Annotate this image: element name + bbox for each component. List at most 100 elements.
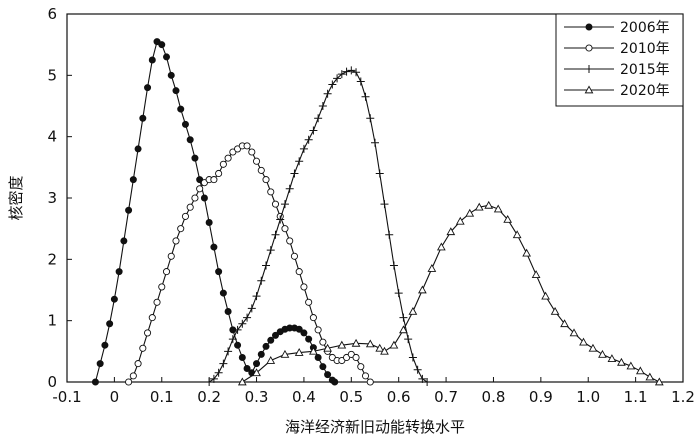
series-point xyxy=(266,246,275,255)
series-point xyxy=(134,145,142,153)
legend-item: 2006年 xyxy=(564,20,670,36)
series-point xyxy=(319,338,327,346)
series-point xyxy=(522,248,531,257)
series-point xyxy=(635,366,645,375)
series-point xyxy=(305,335,313,343)
series-point xyxy=(375,343,385,352)
series-point xyxy=(503,214,513,223)
series-point xyxy=(290,252,298,260)
series-point xyxy=(253,360,261,368)
series-point xyxy=(375,169,384,178)
series-point xyxy=(200,194,208,202)
series-point xyxy=(162,268,171,276)
series-point xyxy=(262,261,271,270)
series-point xyxy=(361,92,370,101)
series-point xyxy=(238,319,247,328)
series-point xyxy=(267,188,275,196)
series-point xyxy=(257,166,265,174)
series-point xyxy=(531,270,541,278)
y-tick-label: 3 xyxy=(47,189,57,207)
series-point xyxy=(219,160,227,168)
y-tick-label: 2 xyxy=(47,250,57,268)
series-point xyxy=(252,292,261,301)
series-point xyxy=(347,66,356,75)
series-point xyxy=(224,307,232,315)
series-point xyxy=(351,338,361,347)
x-tick-label: 0.7 xyxy=(434,388,458,406)
series-2 xyxy=(205,66,432,386)
series-point xyxy=(318,102,327,110)
series-point xyxy=(342,67,351,76)
series-point xyxy=(115,268,123,276)
series-point xyxy=(285,184,294,193)
series-point xyxy=(585,44,593,52)
series-point xyxy=(219,359,228,368)
series-point xyxy=(588,343,598,352)
series-point xyxy=(585,65,593,73)
series-point xyxy=(248,148,256,156)
legend: 2006年 2010年 2015年 2020年 xyxy=(555,13,684,107)
series-point xyxy=(106,320,114,328)
series-point xyxy=(380,346,389,355)
series-point xyxy=(181,212,190,220)
series-point xyxy=(484,200,494,209)
series-point xyxy=(299,144,308,153)
series-point xyxy=(294,348,304,356)
series-point xyxy=(337,340,347,349)
series-point xyxy=(295,325,303,333)
series-point xyxy=(281,225,289,233)
x-tick-label: -0.1 xyxy=(52,388,81,406)
series-point xyxy=(129,372,137,380)
x-tick-label: 0.5 xyxy=(339,388,363,406)
series-point xyxy=(427,264,437,272)
series-point xyxy=(584,85,594,94)
series-point xyxy=(125,206,133,214)
series-point xyxy=(196,185,204,193)
series-point xyxy=(120,237,128,245)
series-point xyxy=(474,202,484,211)
series-point xyxy=(324,371,332,379)
series-point xyxy=(323,89,332,98)
x-tick-label: 1.0 xyxy=(576,388,600,406)
series-point xyxy=(408,306,418,315)
series-point xyxy=(186,136,194,144)
x-tick-label: 0 xyxy=(110,388,120,406)
series-point xyxy=(228,335,237,344)
series-point xyxy=(129,176,137,184)
series-point xyxy=(172,87,180,95)
series-line xyxy=(128,145,371,383)
series-point xyxy=(328,80,337,89)
series-point xyxy=(237,377,247,386)
series-point xyxy=(286,237,294,245)
x-tick-label: 1.1 xyxy=(624,388,648,406)
series-point xyxy=(295,157,304,166)
series-point xyxy=(210,243,218,251)
series-point xyxy=(280,200,289,209)
y-tick-label: 6 xyxy=(47,5,57,23)
series-point xyxy=(446,227,456,236)
series-point xyxy=(177,105,185,113)
series-point xyxy=(215,169,223,178)
series-point xyxy=(389,340,399,349)
series-point xyxy=(167,252,175,260)
x-tick-label: 0.4 xyxy=(292,388,316,406)
series-point xyxy=(331,378,339,386)
y-tick-label: 0 xyxy=(47,373,57,391)
series-point xyxy=(399,313,408,322)
series-point xyxy=(290,169,299,178)
series-point xyxy=(252,157,261,165)
series-point xyxy=(186,203,194,211)
series-point xyxy=(262,176,270,184)
series-point xyxy=(238,353,246,361)
x-tick-label: 0.8 xyxy=(482,388,506,406)
series-point xyxy=(418,374,427,383)
series-point xyxy=(314,326,322,334)
series-point xyxy=(493,204,503,213)
series-point xyxy=(144,329,152,337)
series-point xyxy=(191,194,199,202)
x-tick-label: 0.9 xyxy=(529,388,553,406)
series-point xyxy=(172,237,180,245)
series-layer xyxy=(91,38,664,386)
x-tick-label: 0.3 xyxy=(245,388,269,406)
series-point xyxy=(404,335,413,344)
